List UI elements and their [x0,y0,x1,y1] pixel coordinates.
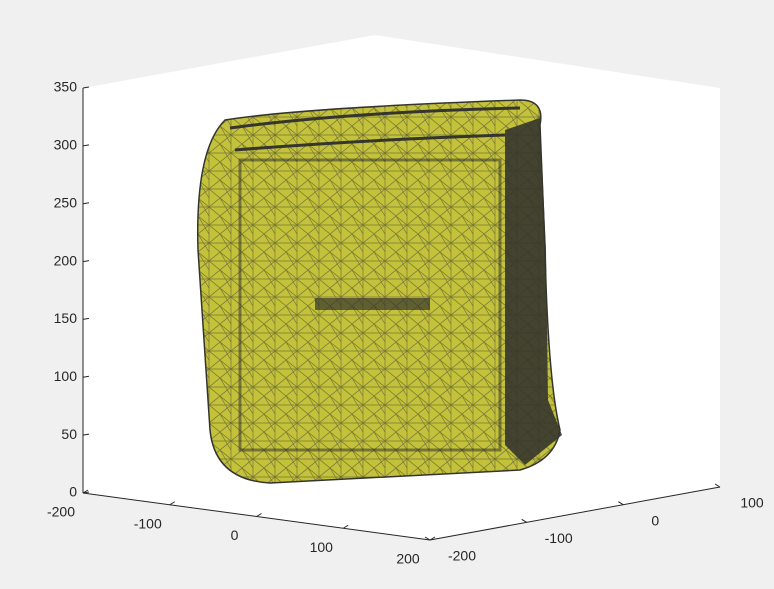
figure: 0 50 100 150 200 250 300 350 -200 -100 0 100 200 -200… [0,0,774,589]
z-tick-label: 100 [54,368,78,384]
z-tick-label: 50 [61,426,77,442]
x-tick-label: 100 [310,539,334,555]
z-tick-label: 350 [54,79,78,95]
z-tick-label: 0 [69,484,77,500]
x-tick-label: -200 [47,504,75,520]
z-tick-label: 150 [54,310,78,326]
z-tick-label: 250 [54,194,78,210]
x-tick-label: 200 [396,551,420,567]
z-tick-label: 200 [54,252,78,268]
z-tick-label: 300 [54,137,78,153]
x-tick-label: -100 [134,515,162,531]
y-tick-label: 0 [651,512,659,528]
mesh-ridge [315,298,430,310]
y-tick-label: 100 [740,495,764,511]
x-tick-label: 0 [231,527,239,543]
y-tick-label: -200 [448,548,476,564]
y-tick-label: -100 [545,530,573,546]
